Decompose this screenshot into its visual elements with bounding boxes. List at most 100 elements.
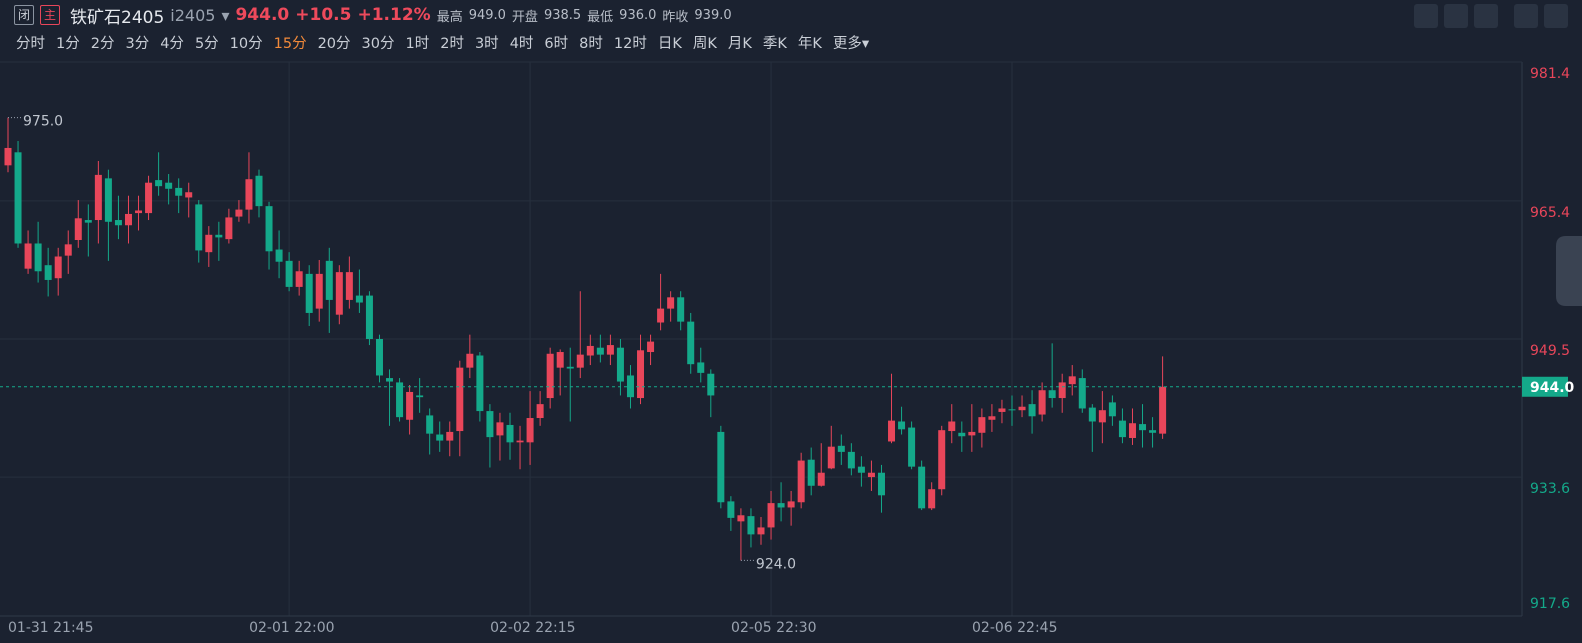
candle-body (526, 418, 534, 443)
period-tab[interactable]: 日K (657, 36, 682, 52)
candle-body (1018, 406, 1026, 411)
close-button[interactable] (1544, 4, 1568, 28)
candle-body (1098, 410, 1106, 423)
candle-body (165, 182, 173, 189)
candle-body (54, 256, 62, 279)
candle-body (355, 295, 363, 303)
candle-body (626, 375, 634, 398)
candle-body (546, 353, 554, 399)
period-tab[interactable]: 4时 (509, 36, 534, 52)
main-tag[interactable]: 主 (40, 5, 60, 25)
period-tab[interactable]: 分时 (16, 36, 45, 52)
candle-body (74, 218, 82, 241)
period-tab[interactable]: 6时 (544, 36, 569, 52)
candle-body (556, 352, 564, 368)
side-panel-handle[interactable] (1556, 236, 1582, 306)
candle-body (958, 432, 966, 437)
candle-body (737, 515, 745, 522)
dropdown[interactable]: ▾ (221, 5, 230, 25)
candle-body (576, 354, 584, 368)
period-tab[interactable]: 周K (692, 36, 717, 52)
change-pct: +1.12% (357, 5, 431, 25)
candle-body (1118, 420, 1126, 438)
period-tab[interactable]: 10分 (229, 36, 263, 52)
candle-body (747, 516, 755, 535)
candle-body (1149, 430, 1157, 433)
candle-body (687, 321, 695, 365)
period-tab[interactable]: 15分 (273, 36, 307, 52)
candle-body (265, 206, 273, 252)
candle-body (466, 353, 474, 368)
period-tab[interactable]: 5分 (194, 36, 219, 52)
candle-body (978, 417, 986, 433)
candle-body (536, 404, 544, 419)
candle-body (998, 408, 1006, 412)
period-tab[interactable]: 20分 (317, 36, 351, 52)
candle-body (787, 501, 795, 508)
candle-body (84, 220, 92, 223)
candle-body (235, 209, 243, 217)
period-tabs: 分时 1分 2分 3分 4分 5分 10分 15分 20分 30分 1时 2时 3时 4时 6时 8时 12时日… (16, 32, 880, 53)
candle-body (124, 213, 132, 226)
candle-body (456, 367, 464, 432)
period-tab[interactable]: 季K (762, 36, 787, 52)
period-tab[interactable]: 1分 (56, 36, 80, 52)
period-tab[interactable]: 年K (797, 36, 822, 52)
high-label: 最高 (436, 9, 463, 25)
candle-body (135, 210, 143, 214)
candle-body (406, 391, 414, 420)
period-tab[interactable]: 2分 (90, 36, 115, 52)
candle-body (717, 431, 725, 503)
x-tick-label: 01-31 21:45 (8, 620, 93, 636)
low-label: 最低 (587, 9, 614, 25)
period-tab[interactable]: 4分 (160, 36, 184, 52)
candle-body (64, 244, 72, 256)
prev-close-value: 939.0 (694, 7, 732, 23)
candle-body (827, 446, 835, 469)
period-tab[interactable]: 3时 (474, 36, 499, 52)
last-price-label: 944.0 (1530, 380, 1575, 396)
open-value: 938.5 (543, 7, 582, 23)
candle-body (867, 472, 875, 478)
candle-body (375, 339, 383, 376)
candle-body (1038, 390, 1046, 415)
candle-body (637, 350, 645, 399)
draw-button[interactable] (1444, 4, 1468, 28)
closed-tag[interactable]: 闭 (14, 5, 34, 25)
candle-body (4, 147, 12, 166)
y-tick-label: 981.4 (1530, 66, 1570, 82)
candle-body (285, 260, 293, 287)
period-tab[interactable]: 30分 (361, 36, 395, 52)
candle-body (255, 175, 263, 207)
candle-button[interactable] (1474, 4, 1498, 28)
candle-body (396, 382, 404, 418)
period-tab[interactable]: 12时 (613, 36, 647, 52)
period-tab[interactable]: 8时 (579, 36, 603, 52)
period-tab[interactable]: 更多▾ (832, 36, 870, 52)
candle-body (1008, 409, 1016, 411)
y-tick-label: 917.6 (1530, 596, 1570, 612)
candle-body (767, 503, 775, 528)
expand-button[interactable] (1514, 4, 1538, 28)
candle-body (616, 347, 624, 382)
period-tab[interactable]: 1时 (405, 36, 430, 52)
period-tab[interactable]: 2时 (440, 36, 464, 52)
candle-body (606, 345, 614, 355)
indicator-button[interactable] (1414, 4, 1438, 28)
candle-body (898, 421, 906, 430)
contract-name: 铁矿石2405 (70, 7, 165, 28)
period-tab[interactable]: 3分 (125, 36, 150, 52)
high-value: 949.0 (468, 7, 506, 23)
period-tab[interactable]: 月K (727, 36, 752, 52)
candle-body (647, 341, 655, 353)
toolbar (1414, 4, 1568, 28)
candle-body (1058, 382, 1066, 399)
contract-code[interactable]: i2405 (170, 5, 216, 25)
last-price-tag (1522, 376, 1568, 397)
candle-body (837, 445, 845, 452)
y-tick-label: 949.5 (1530, 343, 1570, 359)
candle-body (104, 178, 112, 222)
candle-body (707, 373, 715, 396)
candle-body (727, 501, 735, 518)
